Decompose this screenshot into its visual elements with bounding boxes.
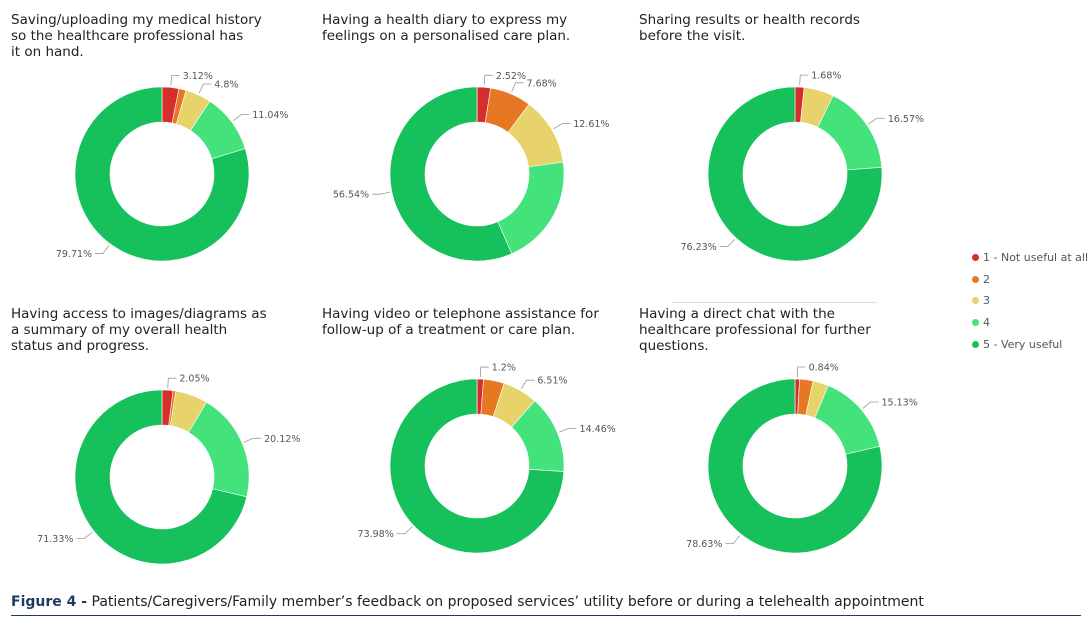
donut-chart-3: Sharing results or health records before … — [639, 12, 924, 262]
data-label: 6.51% — [537, 376, 567, 387]
label-leader-line — [170, 75, 180, 86]
legend-label-1: 1 - Not useful at all — [983, 251, 1088, 265]
donut-chart-2: Having a health diary to express my feeli… — [322, 12, 609, 262]
data-label: 3.12% — [183, 71, 213, 82]
donut-slice-4 — [497, 161, 565, 255]
figure-caption-text: Patients/Caregivers/Family member’s feed… — [87, 594, 924, 610]
label-leader-line — [725, 535, 740, 544]
legend-label-2: 2 — [983, 272, 990, 286]
data-label: 11.04% — [252, 110, 288, 121]
legend-item-1: 1 - Not useful at all — [972, 247, 1088, 269]
label-leader-line — [198, 83, 212, 94]
label-leader-line — [372, 191, 390, 195]
donut-slice-5 — [74, 389, 248, 565]
data-label: 0.84% — [809, 363, 839, 374]
donut-chart-1: Saving/uploading my medical history so th… — [11, 12, 288, 262]
data-label: 15.13% — [882, 397, 918, 408]
label-leader-line — [521, 379, 535, 390]
legend-item-2: 2 — [972, 269, 1088, 291]
chart-title: Having access to images/diagrams as a sum… — [11, 306, 267, 354]
data-label: 7.68% — [527, 78, 557, 89]
chart-title: Having a health diary to express my feeli… — [322, 12, 570, 44]
donut-slice-4 — [814, 385, 881, 455]
donut-slice-5 — [389, 86, 513, 262]
legend-label-4: 4 — [983, 316, 990, 330]
divider-line — [672, 302, 877, 303]
caption-underline — [11, 615, 1081, 616]
legend-item-3: 3 — [972, 290, 1088, 312]
data-label: 4.8% — [214, 80, 238, 91]
label-leader-line — [483, 74, 493, 86]
chart-legend: 1 - Not useful at all 2 3 4 5 - Very use… — [972, 247, 1088, 355]
data-label: 78.63% — [686, 539, 722, 550]
legend-item-4: 4 — [972, 312, 1088, 334]
label-leader-line — [511, 82, 524, 93]
donut-slice-5 — [707, 86, 883, 262]
donut-slice-5 — [707, 378, 883, 554]
legend-label-5: 5 - Very useful — [983, 337, 1063, 351]
label-leader-line — [396, 526, 413, 535]
label-leader-line — [95, 245, 110, 254]
data-label: 12.61% — [573, 119, 609, 130]
donut-chart-5: Having video or telephone assistance for… — [322, 306, 616, 554]
donut-slice-5 — [74, 86, 250, 262]
figure-caption: Figure 4 - Patients/Caregivers/Family me… — [11, 594, 924, 610]
label-leader-line — [719, 239, 735, 248]
chart-title: Having video or telephone assistance for… — [322, 306, 599, 338]
data-label: 76.23% — [681, 242, 717, 253]
data-label: 16.57% — [888, 114, 924, 125]
label-leader-line — [868, 117, 885, 125]
donut-slice-5 — [389, 378, 565, 554]
data-label: 56.54% — [333, 190, 369, 201]
label-leader-line — [232, 114, 250, 121]
legend-marker-5 — [972, 340, 979, 348]
figure-caption-prefix: Figure 4 - — [11, 594, 88, 610]
label-leader-line — [553, 123, 571, 130]
chart-title: Having a direct chat with the healthcare … — [639, 306, 871, 354]
label-leader-line — [799, 74, 809, 86]
label-leader-line — [243, 437, 262, 443]
donut-slice-4 — [817, 95, 883, 171]
data-label: 71.33% — [37, 534, 73, 545]
data-label: 73.98% — [358, 529, 394, 540]
data-label: 2.52% — [496, 71, 526, 82]
donut-chart-6: Having a direct chat with the healthcare … — [639, 306, 918, 554]
legend-label-3: 3 — [983, 294, 990, 308]
legend-marker-4 — [972, 319, 979, 327]
data-label: 1.2% — [492, 363, 516, 374]
legend-item-5: 5 - Very useful — [972, 333, 1088, 355]
label-leader-line — [167, 377, 177, 389]
legend-marker-1 — [972, 254, 979, 262]
data-label: 14.46% — [580, 424, 616, 435]
data-label: 1.68% — [811, 71, 841, 82]
label-leader-line — [862, 401, 879, 409]
donut-chart-4: Having access to images/diagrams as a sum… — [11, 306, 300, 565]
legend-marker-2 — [972, 275, 979, 283]
legend-marker-3 — [972, 297, 979, 305]
data-label: 2.05% — [179, 374, 209, 385]
label-leader-line — [479, 366, 489, 378]
label-leader-line — [796, 366, 806, 378]
chart-title: Saving/uploading my medical history so th… — [11, 12, 262, 60]
chart-title: Sharing results or health records before … — [639, 12, 860, 44]
label-leader-line — [76, 531, 93, 539]
data-label: 20.12% — [264, 434, 300, 445]
data-label: 79.71% — [56, 249, 92, 260]
label-leader-line — [559, 427, 577, 433]
